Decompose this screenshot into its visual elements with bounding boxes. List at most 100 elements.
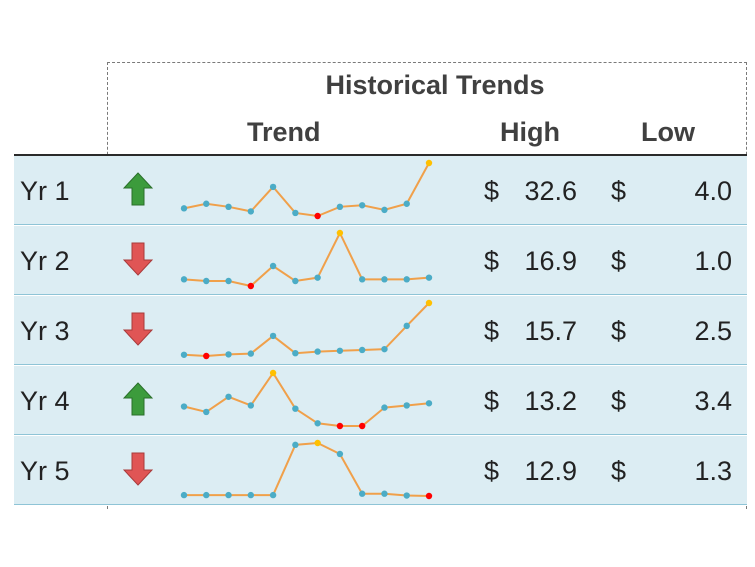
- sparkline-point: [203, 491, 210, 499]
- arrow-up-icon: [123, 172, 153, 206]
- currency-symbol: $: [611, 246, 627, 276]
- sparkline-point: [314, 420, 321, 427]
- sparkline-path: [183, 302, 430, 358]
- sparkline-point: [203, 277, 210, 285]
- column-header-low: Low: [641, 117, 695, 147]
- currency-symbol: $: [484, 246, 500, 276]
- sparkline-point: [381, 345, 388, 353]
- sparkline-point: [269, 491, 277, 499]
- sparkline-point: [314, 274, 321, 281]
- sparkline-point: [292, 441, 299, 449]
- sparkline-low-point: [336, 422, 344, 430]
- sparkline: [180, 159, 433, 220]
- currency-symbol: $: [484, 386, 500, 416]
- sparkline-point: [336, 450, 344, 458]
- sparkline-point: [203, 408, 210, 416]
- sparkline-point: [358, 346, 366, 354]
- currency-symbol: $: [484, 316, 500, 346]
- arrow-up-icon: [123, 382, 153, 416]
- sparkline-point: [403, 276, 410, 283]
- sparkline-point: [225, 491, 232, 499]
- arrow-down-icon: [123, 312, 153, 346]
- sparkline-point: [336, 347, 344, 354]
- high-value: 16.9: [524, 246, 577, 276]
- sparkline-path: [183, 371, 430, 427]
- column-header-high: High: [500, 117, 560, 147]
- sparkline-low-point: [203, 352, 210, 360]
- sparkline-point: [180, 491, 188, 499]
- sparkline-point: [403, 492, 410, 499]
- arrow-down-icon: [123, 242, 153, 276]
- sparkline-point: [292, 209, 299, 217]
- high-value: 12.9: [524, 456, 577, 486]
- high-value: 15.7: [524, 316, 577, 346]
- sparkline-point: [292, 349, 299, 357]
- table-row[interactable]: Yr 1 $ 32.6 $ 4.0: [14, 156, 747, 225]
- sparkline-low-point: [425, 492, 433, 500]
- table-row[interactable]: Yr 5 $ 12.9 $ 1.3: [14, 436, 747, 505]
- sparkline-point: [358, 490, 366, 497]
- sparkline-point: [381, 206, 388, 214]
- arrow-down-icon: [123, 452, 153, 486]
- sparkline-path: [184, 441, 430, 497]
- currency-symbol: $: [484, 456, 500, 486]
- sparkline-low-point: [314, 212, 321, 220]
- sparkline-point: [425, 274, 433, 281]
- sparkline-point: [403, 200, 410, 207]
- sparkline-point: [247, 350, 255, 357]
- row-label: Yr 3: [20, 316, 70, 346]
- sparkline-point: [180, 351, 188, 358]
- selection-border-top: [107, 62, 747, 63]
- arrow-down-icon: [123, 312, 153, 346]
- sparkline-point: [336, 203, 344, 211]
- header-divider: [14, 154, 747, 156]
- table-row[interactable]: Yr 3 $ 15.7 $ 2.5: [14, 296, 747, 365]
- sparkline-point: [381, 490, 388, 497]
- table-row[interactable]: Yr 4 $ 13.2 $ 3.4: [14, 366, 747, 435]
- sparkline-point: [180, 205, 188, 212]
- sparkline-point: [381, 404, 388, 411]
- sparkline-point: [358, 276, 366, 283]
- sparkline-point: [425, 400, 433, 407]
- column-header-trend: Trend: [247, 117, 321, 147]
- sparkline-point: [225, 277, 232, 285]
- sparkline-path: [183, 230, 430, 288]
- sparkline-point: [269, 332, 277, 340]
- low-value: 3.4: [694, 386, 732, 416]
- high-value: 13.2: [524, 386, 577, 416]
- sparkline-point: [247, 491, 255, 499]
- arrow-up-icon: [123, 382, 153, 416]
- sparkline-high-point: [425, 159, 433, 167]
- currency-symbol: $: [611, 456, 627, 486]
- sparkline-point: [225, 393, 232, 400]
- currency-symbol: $: [611, 386, 627, 416]
- low-value: 2.5: [694, 316, 732, 346]
- currency-symbol: $: [611, 316, 627, 346]
- sparkline-point: [203, 200, 210, 207]
- arrow-up-icon: [123, 172, 153, 206]
- sparkline-high-point: [336, 229, 344, 237]
- sparkline-point: [292, 405, 299, 412]
- low-value: 1.0: [694, 246, 732, 276]
- table-row[interactable]: Yr 2 $ 16.9 $ 1.0: [14, 226, 747, 295]
- sparkline: [180, 439, 433, 500]
- high-value: 32.6: [524, 176, 577, 206]
- sparkline-point: [403, 402, 410, 409]
- sparkline: [180, 299, 433, 360]
- sparkline: [180, 229, 433, 290]
- sparkline-low-point: [247, 282, 255, 290]
- row-label: Yr 5: [20, 456, 70, 486]
- row-label: Yr 2: [20, 246, 70, 276]
- sparkline-point: [180, 403, 188, 410]
- arrow-down-icon: [123, 242, 153, 276]
- sparkline-point: [269, 183, 277, 191]
- sparkline-point: [225, 351, 232, 358]
- sparkline-point: [358, 202, 366, 209]
- row-label: Yr 4: [20, 386, 70, 416]
- sparkline-point: [180, 276, 188, 283]
- sparkline-point: [403, 322, 410, 330]
- currency-symbol: $: [484, 176, 500, 206]
- sparkline-point: [292, 277, 299, 285]
- sparkline-low-point: [358, 422, 366, 430]
- sparkline-path: [183, 162, 430, 218]
